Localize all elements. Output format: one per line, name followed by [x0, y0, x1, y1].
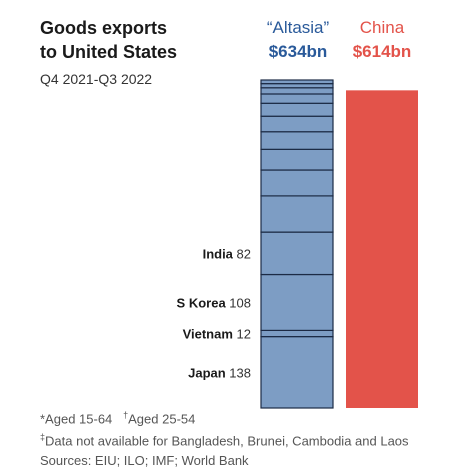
- footnote-aged-15-64: *Aged 15-64: [40, 411, 113, 427]
- footnote-aged-25-54: Aged 25-54: [128, 411, 196, 427]
- altasia-segment-10: [260, 93, 334, 104]
- segment-label-india: India 82: [203, 246, 251, 261]
- footnote-line-1: *Aged 15-64 †Aged 25-54: [40, 406, 470, 428]
- altasia-segment-india: [260, 231, 334, 276]
- altasia-name: “Altasia”: [266, 18, 330, 37]
- altasia-segment-4: [260, 195, 334, 233]
- segment-label-japan: Japan 138: [188, 365, 251, 380]
- footnote-sources: Sources: EIU; ILO; IMF; World Bank: [40, 452, 249, 468]
- altasia-segment-5: [260, 169, 334, 197]
- footnotes: *Aged 15-64 †Aged 25-54 ‡Data not availa…: [40, 406, 470, 470]
- china-bar: [346, 90, 418, 409]
- footnote-double-dagger: ‡: [40, 432, 46, 443]
- altasia-segment-11: [260, 87, 334, 95]
- chart-title-line2: to United States: [40, 42, 178, 62]
- china-total: $614bn: [352, 42, 412, 61]
- segment-label-vietnam: Vietnam 12: [183, 327, 251, 342]
- altasia-segment-7: [260, 131, 334, 150]
- footnote-line-2: ‡Data not available for Bangladesh, Brun…: [40, 428, 470, 450]
- segment-label-s-korea: S Korea 108: [177, 295, 251, 310]
- china-header: China $614bn: [322, 16, 442, 64]
- chart-title-line1: Goods exports: [40, 18, 168, 38]
- altasia-segment-12: [260, 83, 334, 89]
- altasia-segment-6: [260, 148, 334, 171]
- altasia-total: $634bn: [268, 42, 328, 61]
- altasia-segment-8: [260, 115, 334, 133]
- china-name: China: [359, 18, 405, 37]
- altasia-segment-9: [260, 102, 334, 117]
- chart-subtitle: Q4 2021-Q3 2022: [40, 71, 153, 87]
- altasia-segment-13: [260, 79, 334, 85]
- footnote-data-note: Data not available for Bangladesh, Brune…: [45, 433, 409, 449]
- altasia-segment-s-korea: [260, 273, 334, 331]
- altasia-header: “Altasia” $634bn: [238, 16, 358, 64]
- chart-title: Goods exports to United States: [40, 16, 240, 64]
- footnote-dagger: †: [123, 410, 129, 420]
- altasia-segment-japan: [260, 336, 334, 409]
- altasia-segment-vietnam: [260, 329, 334, 338]
